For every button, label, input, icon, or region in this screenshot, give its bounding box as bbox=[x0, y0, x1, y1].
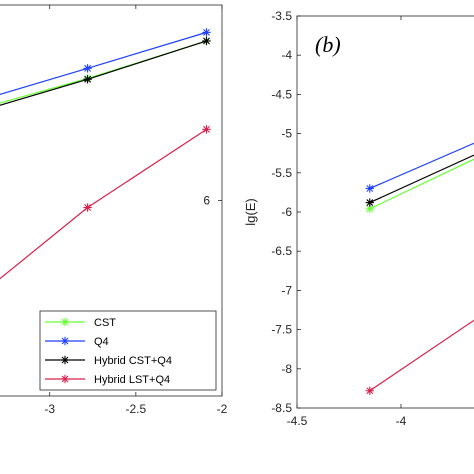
data-point-hybrid-cst-q4 bbox=[202, 36, 211, 46]
y-tick-label: -8 bbox=[281, 362, 292, 376]
y-tick-label: -3.5 bbox=[271, 9, 292, 23]
y-tick-label: -5 bbox=[281, 127, 292, 141]
x-tick-label: -2 bbox=[217, 402, 228, 416]
y-tick-label: -6.5 bbox=[271, 244, 292, 258]
y-tick-label: -5.5 bbox=[271, 166, 292, 180]
series-line-hybrid-lst-q4 bbox=[369, 319, 474, 392]
panel-b: -4.5 -4 -3.5 -4 -4.5 -5 -5.5 -6 -6.5 -7 -7.5 -8 -8.5… bbox=[243, 9, 474, 428]
data-point-hybrid-lst-q4 bbox=[202, 125, 211, 134]
data-point-q4 bbox=[83, 64, 92, 73]
x-tick-label: -4 bbox=[396, 414, 407, 428]
legend-label-hybrid-cst-q4: Hybrid CST+Q4 bbox=[94, 355, 172, 367]
data-point-hybrid-lst-q4 bbox=[83, 203, 92, 212]
plot-area bbox=[296, 15, 474, 409]
series-group bbox=[365, 142, 474, 395]
legend-marker-hybrid-lst-q4 bbox=[60, 374, 70, 384]
legend-label-hybrid-lst-q4: Hybrid LST+Q4 bbox=[94, 374, 170, 386]
x-tick-label: -2.5 bbox=[126, 402, 147, 416]
legend-label-q4: Q4 bbox=[94, 336, 109, 348]
y-tick-label: -7 bbox=[281, 283, 292, 297]
x-tick-label: -4.5 bbox=[287, 414, 308, 428]
data-point-q4 bbox=[365, 184, 374, 193]
y-tick-label: -7.5 bbox=[271, 323, 292, 337]
data-point-hybrid-cst-q4 bbox=[365, 198, 374, 207]
y-axis-title: lg(E) bbox=[243, 198, 258, 225]
data-point-hybrid-cst-q4 bbox=[83, 75, 92, 84]
panel-a: -3 -2.5 -2 6 CST Q4 Hybrid CST+Q4 Hybrid LST+Q4 bbox=[0, 4, 228, 416]
series-group bbox=[0, 28, 211, 280]
series-line-q4 bbox=[369, 142, 474, 190]
legend-marker-hybrid-cst-q4 bbox=[60, 355, 70, 365]
y-tick-label: -4.5 bbox=[271, 87, 292, 101]
legend-label-cst: CST bbox=[94, 317, 116, 329]
legend-marker-cst bbox=[60, 317, 70, 327]
data-point-hybrid-lst-q4 bbox=[365, 386, 374, 395]
legend-marker-q4 bbox=[60, 336, 70, 346]
data-point-q4 bbox=[202, 28, 211, 37]
series-line-hybrid-cst-q4 bbox=[369, 154, 474, 204]
series-line-cst bbox=[369, 158, 474, 210]
legend: CST Q4 Hybrid CST+Q4 Hybrid LST+Q4 bbox=[39, 310, 217, 391]
y-tick-label: -8.5 bbox=[271, 401, 292, 415]
panel-label: (b) bbox=[315, 32, 341, 57]
legend-box bbox=[39, 310, 217, 391]
y-tick-label: 6 bbox=[203, 194, 210, 208]
data-point-cst bbox=[365, 204, 374, 214]
x-tick-label: -3 bbox=[44, 402, 55, 416]
y-tick-label: -6 bbox=[281, 205, 292, 219]
y-tick-label: -4 bbox=[281, 48, 292, 62]
